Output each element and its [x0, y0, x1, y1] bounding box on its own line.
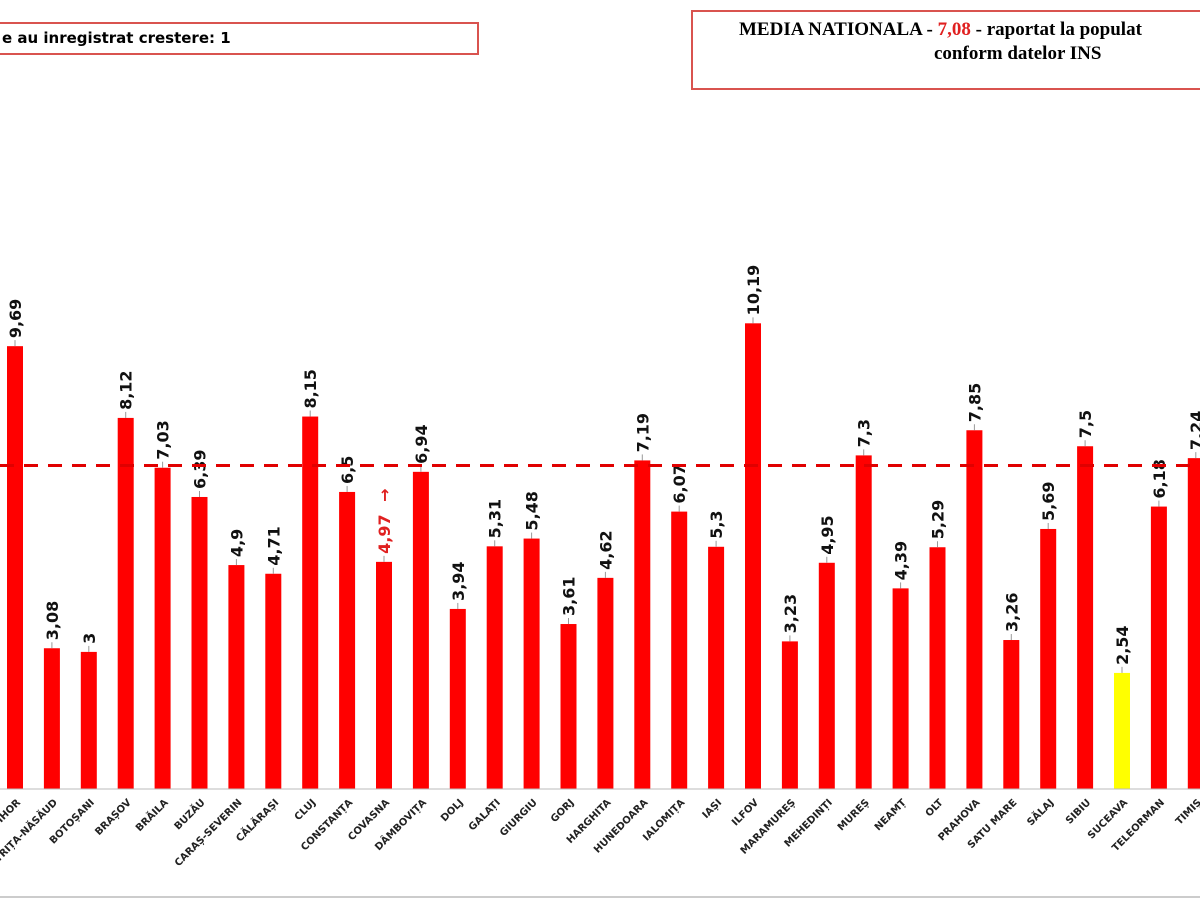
- data-label: 5,69: [1039, 481, 1058, 520]
- national-average-line1: MEDIA NATIONALA - 7,08 - raportat la pop…: [739, 19, 1142, 41]
- data-label: 3,94: [449, 561, 468, 600]
- data-label: 6,5: [338, 456, 357, 484]
- category-label: BIHOR: [0, 797, 23, 830]
- category-label: GORJ: [549, 797, 577, 825]
- data-label: 4,97: [375, 514, 394, 553]
- data-label: 7,24: [1187, 411, 1200, 450]
- bar: [1187, 458, 1200, 789]
- bar: [1003, 640, 1020, 789]
- bar: [339, 491, 356, 789]
- data-label: 7,85: [965, 383, 984, 422]
- data-label: 5,29: [929, 500, 948, 539]
- national-average-line2: conform datelor INS: [934, 43, 1102, 64]
- bar: [486, 546, 503, 789]
- data-label: 5,48: [523, 491, 542, 530]
- bar: [191, 496, 208, 789]
- data-label: 6,94: [412, 424, 431, 463]
- category-label: NEAMȚ: [873, 797, 909, 833]
- category-label: BRĂILA: [133, 796, 171, 834]
- bar: [781, 641, 798, 789]
- bar: [154, 467, 171, 789]
- national-average-value: 7,08: [937, 19, 971, 40]
- category-label: BUZĂU: [171, 796, 207, 832]
- bar: [708, 546, 725, 789]
- category-label: GALAȚI: [467, 797, 503, 833]
- national-average-box: MEDIA NATIONALA - 7,08 - raportat la pop…: [691, 10, 1200, 90]
- bar: [412, 471, 429, 789]
- data-label: 7,5: [1076, 410, 1095, 438]
- bar: [1150, 506, 1167, 789]
- bar: [265, 573, 282, 789]
- bar: [1114, 672, 1130, 789]
- bar: [818, 562, 835, 789]
- category-label: CARAȘ-SEVERIN: [173, 797, 245, 869]
- category-label: MUREȘ: [836, 797, 872, 833]
- category-label: TIMIȘ: [1174, 797, 1200, 827]
- counties-increase-box: e au inregistrat crestere: 1: [0, 22, 479, 55]
- data-label: 3,08: [43, 601, 62, 640]
- data-label: 4,62: [596, 530, 615, 569]
- data-label: 9,69: [6, 299, 25, 338]
- bar: [1040, 528, 1057, 789]
- bar: [449, 608, 466, 789]
- category-label: DOLJ: [439, 797, 466, 824]
- bar: [634, 460, 651, 789]
- data-label: 6,07: [670, 464, 689, 503]
- increase-arrow-icon: →: [375, 488, 394, 501]
- bar: [523, 538, 540, 789]
- data-label: 3,61: [560, 577, 579, 616]
- data-label: 7,3: [855, 419, 874, 447]
- data-label: 10,19: [744, 265, 763, 316]
- bar: [966, 430, 983, 789]
- bar: [80, 651, 97, 789]
- counties-increase-text: e au inregistrat crestere: 1: [2, 29, 231, 47]
- category-label: GIURGIU: [498, 797, 540, 839]
- data-label: 2,54: [1113, 625, 1132, 664]
- category-label: OLT: [924, 797, 946, 819]
- bar: [892, 588, 909, 789]
- bottom-border: [0, 896, 1200, 898]
- bar: [929, 547, 946, 789]
- bar: [302, 416, 319, 789]
- data-label: 4,39: [892, 541, 911, 580]
- data-label: 4,9: [227, 529, 246, 557]
- category-label: ILFOV: [730, 797, 761, 828]
- category-label: SIBIU: [1064, 797, 1093, 826]
- data-label: 6,18: [1150, 459, 1169, 498]
- category-label: IAȘI: [701, 797, 725, 821]
- bar: [560, 624, 577, 789]
- bar: [228, 565, 245, 789]
- bar: [671, 511, 688, 789]
- data-label: 5,3: [707, 510, 726, 538]
- bar: [43, 648, 60, 789]
- data-label: 3,26: [1002, 593, 1021, 632]
- category-label: CLUJ: [293, 797, 319, 823]
- data-label: 4,71: [264, 526, 283, 565]
- category-label: SĂLAJ: [1024, 796, 1056, 828]
- data-label: 5,31: [486, 499, 505, 538]
- data-label: 8,12: [117, 370, 136, 409]
- data-label: 3: [80, 633, 99, 644]
- national-average-suffix: - raportat la populat: [970, 19, 1142, 40]
- data-label: 7,03: [154, 420, 173, 459]
- bar: [7, 346, 23, 789]
- bar: [597, 577, 614, 789]
- category-label: BRAȘOV: [93, 797, 134, 838]
- bar: [1077, 446, 1094, 789]
- data-label: 8,15: [301, 369, 320, 408]
- bar: [376, 561, 392, 789]
- data-label: 7,19: [633, 413, 652, 452]
- data-label: 6,39: [191, 449, 210, 488]
- data-label: 4,95: [818, 515, 837, 554]
- data-label: 3,23: [781, 594, 800, 633]
- national-average-prefix: MEDIA NATIONALA -: [739, 19, 938, 40]
- bar: [855, 455, 872, 789]
- bar: [745, 323, 761, 789]
- bar: [117, 417, 134, 789]
